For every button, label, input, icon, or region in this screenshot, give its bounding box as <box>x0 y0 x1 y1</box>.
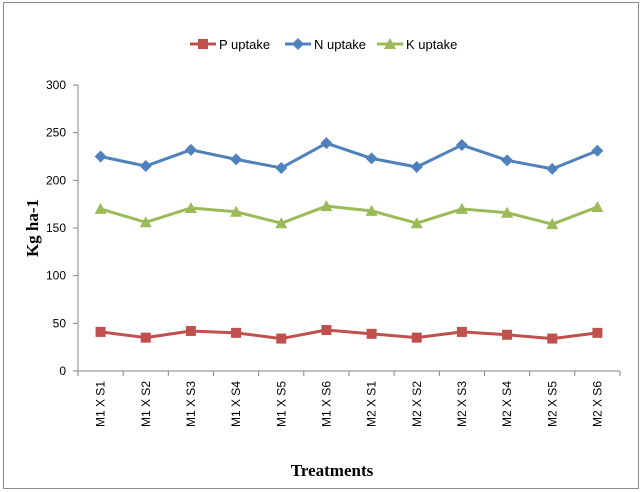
series-layer <box>94 137 604 344</box>
data-point <box>139 160 152 173</box>
y-tick-label: 100 <box>46 269 66 283</box>
data-point <box>365 204 378 216</box>
y-axis: 0 50 100 150 200 250 300 <box>46 78 79 378</box>
data-point <box>366 328 377 339</box>
series-line <box>100 328 598 341</box>
x-tick-label: M1 X S4 <box>229 381 243 427</box>
x-axis: M1 X S1 M1 X S2 M1 X S3 M1 X S4 M1 X S5 M1 X … <box>77 370 621 427</box>
legend-item: N uptake <box>285 37 366 52</box>
data-point <box>275 161 288 174</box>
legend-marker <box>292 38 304 50</box>
chart-frame <box>3 2 639 489</box>
data-point <box>276 333 287 344</box>
legend-label: K uptake <box>406 37 457 52</box>
x-tick-label: M2 X S2 <box>410 381 424 427</box>
data-point <box>275 217 288 229</box>
y-tick-label: 200 <box>46 173 66 187</box>
legend-marker <box>384 38 396 49</box>
data-point <box>140 332 151 343</box>
data-point <box>546 218 559 230</box>
data-point <box>410 217 423 229</box>
series-line <box>100 204 598 226</box>
legend-marker <box>198 39 208 49</box>
data-point <box>94 202 107 214</box>
y-tick-label: 300 <box>46 78 66 92</box>
data-point <box>321 325 332 336</box>
legend-label: N uptake <box>314 37 366 52</box>
data-point <box>184 143 197 156</box>
data-point <box>184 201 197 213</box>
data-point <box>411 332 422 343</box>
x-axis-title: Treatments <box>291 461 374 480</box>
data-point <box>455 139 468 152</box>
data-point <box>592 327 603 338</box>
y-axis-title: Kg ha-1 <box>23 199 42 257</box>
data-point <box>591 144 604 157</box>
legend-item: K uptake <box>377 37 457 52</box>
series-p-uptake <box>95 325 603 344</box>
x-tick-label: M1 X S6 <box>319 381 333 427</box>
data-point <box>230 205 243 217</box>
data-point <box>501 206 514 218</box>
data-point <box>501 154 514 167</box>
data-point <box>95 326 106 337</box>
data-point <box>365 152 378 165</box>
data-point <box>231 327 242 338</box>
data-point <box>502 329 513 340</box>
legend-item: P uptake <box>190 37 270 52</box>
data-point <box>320 200 333 212</box>
data-point <box>94 150 107 163</box>
data-point <box>546 162 559 175</box>
legend: P uptake N uptake K uptake <box>190 37 457 52</box>
data-point <box>185 325 196 336</box>
x-tick-label: M1 X S2 <box>139 381 153 427</box>
legend-label: P uptake <box>219 37 270 52</box>
y-tick-label: 0 <box>59 364 66 378</box>
x-tick-label: M1 X S5 <box>274 381 288 427</box>
x-tick-label: M2 X S1 <box>365 381 379 427</box>
series-line <box>100 141 598 171</box>
series-k-uptake <box>94 200 604 230</box>
data-point <box>456 326 467 337</box>
data-point <box>591 201 604 213</box>
data-point <box>547 333 558 344</box>
data-point <box>455 202 468 214</box>
data-point <box>230 153 243 166</box>
series-n-uptake <box>94 137 604 175</box>
x-tick-label: M2 X S6 <box>590 381 604 427</box>
y-tick-label: 150 <box>46 221 66 235</box>
x-tick-label: M2 X S4 <box>500 381 514 427</box>
x-tick-label: M1 X S1 <box>94 381 108 427</box>
data-point <box>410 160 423 173</box>
x-tick-label: M1 X S3 <box>184 381 198 427</box>
y-tick-label: 250 <box>46 126 66 140</box>
data-point <box>139 216 152 228</box>
x-tick-label: M2 X S5 <box>545 381 559 427</box>
x-tick-label: M2 X S3 <box>455 381 469 427</box>
y-tick-label: 50 <box>53 316 67 330</box>
data-point <box>320 137 333 150</box>
